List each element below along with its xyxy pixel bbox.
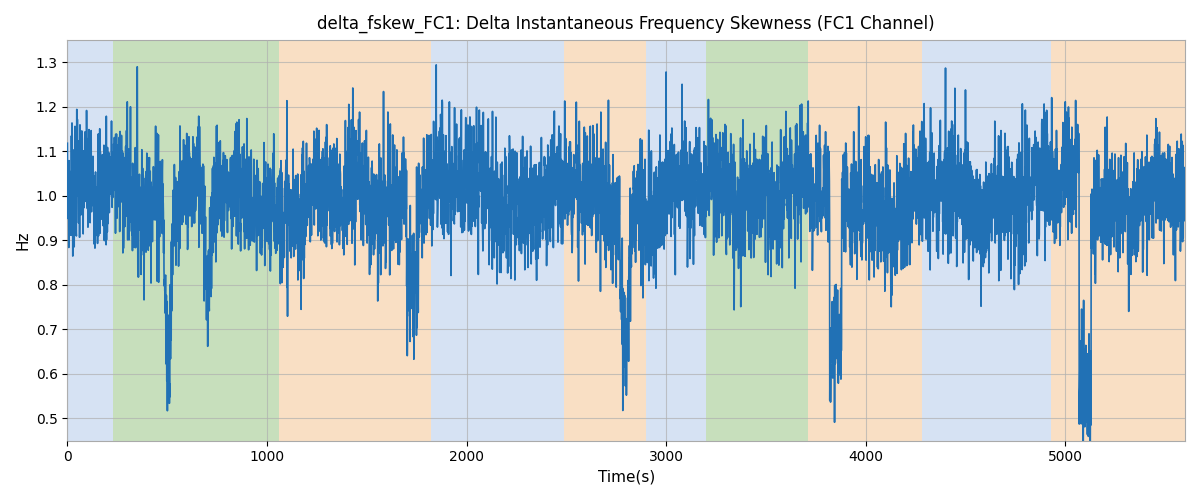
Bar <box>706 40 808 440</box>
Bar <box>646 40 676 440</box>
Bar <box>676 40 706 440</box>
Bar <box>832 40 922 440</box>
Title: delta_fskew_FC1: Delta Instantaneous Frequency Skewness (FC1 Channel): delta_fskew_FC1: Delta Instantaneous Fre… <box>317 15 935 34</box>
Bar <box>922 40 1051 440</box>
Bar <box>278 40 431 440</box>
Y-axis label: Hz: Hz <box>16 230 30 250</box>
Bar <box>67 40 113 440</box>
Bar <box>808 40 832 440</box>
X-axis label: Time(s): Time(s) <box>598 470 655 485</box>
Bar <box>564 40 646 440</box>
Bar <box>431 40 564 440</box>
Bar <box>1051 40 1186 440</box>
Bar <box>113 40 278 440</box>
